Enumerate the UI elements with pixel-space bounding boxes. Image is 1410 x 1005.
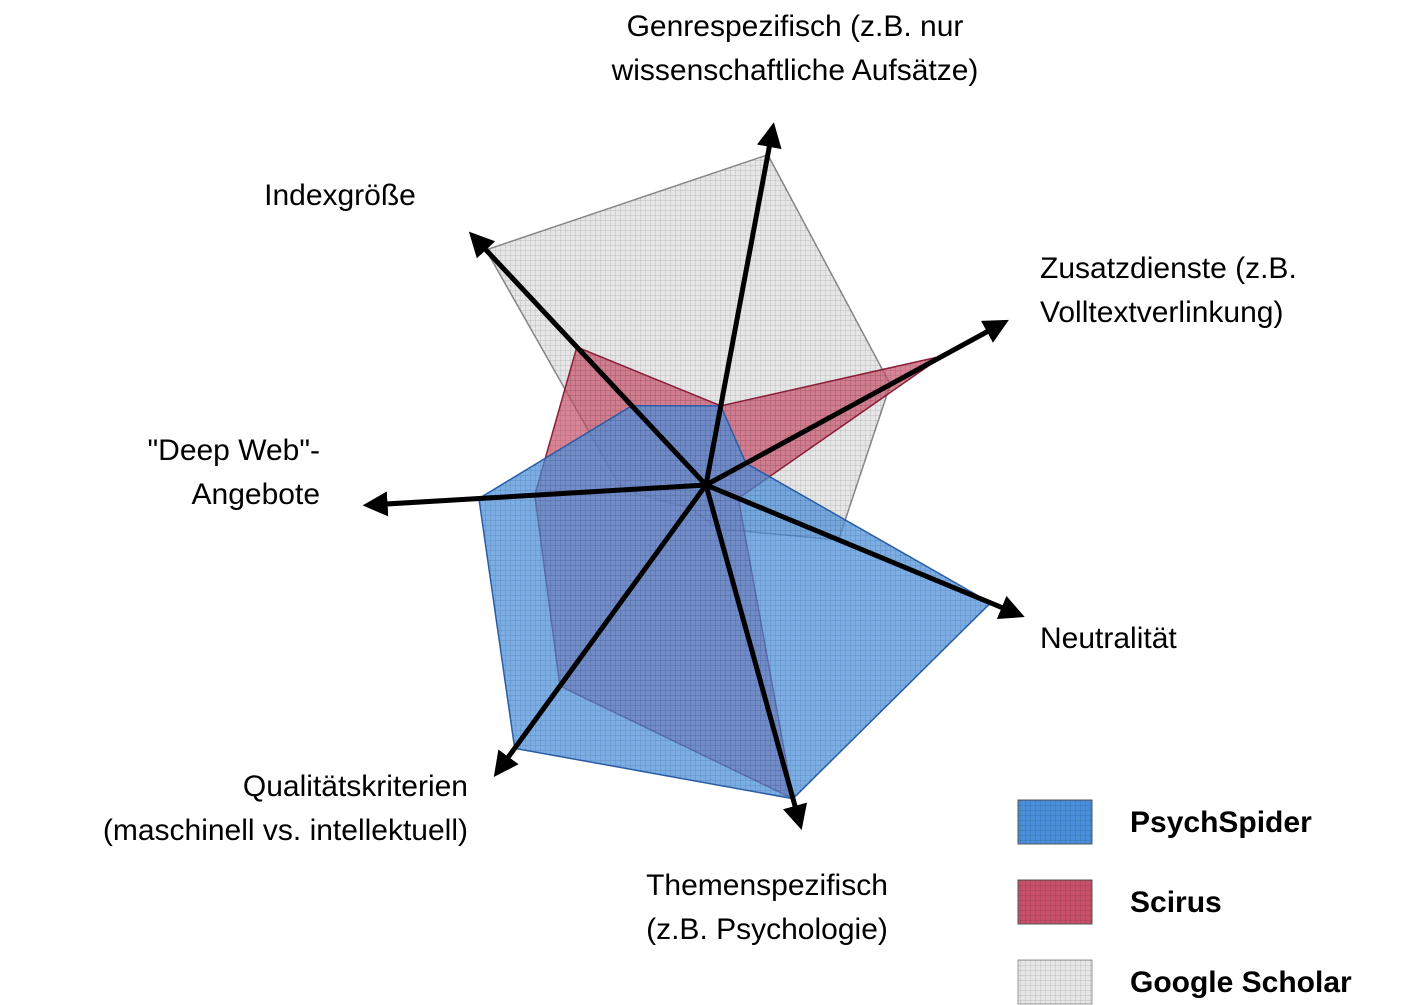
legend-hatch [1018,800,1092,844]
axis-label: Genrespezifisch (z.B. nur [627,10,964,43]
axis-arrow [468,231,708,487]
axis-label: Themenspezifisch [646,869,888,902]
legend-label: Google Scholar [1130,966,1352,999]
axis-arrow [704,319,1009,488]
axis-label: Neutralität [1040,622,1177,655]
axis-arrow [703,122,782,486]
axis-arrow [703,484,808,830]
legend-hatch [1018,880,1092,924]
axis-label: wissenschaftliche Aufsätze) [611,54,979,87]
axis-label: Qualitätskriterien [243,770,468,803]
axis-label: (z.B. Psychologie) [646,913,888,946]
legend-hatch [1018,960,1092,1004]
axis-label: Volltextverlinkung) [1040,296,1283,329]
legend-label: Scirus [1130,886,1222,919]
axis-arrow [493,483,709,778]
axis-label: (maschinell vs. intellektuell) [103,814,468,847]
axis-label: Zusatzdienste (z.B. [1040,252,1297,285]
axis-label: "Deep Web"- [148,434,321,467]
axis-label: Angebote [192,478,320,511]
axis-label: Indexgröße [264,179,416,212]
series-hatch [478,405,991,799]
axis-arrow [362,482,707,517]
legend-label: PsychSpider [1130,806,1312,839]
axis-arrow [705,482,1025,620]
